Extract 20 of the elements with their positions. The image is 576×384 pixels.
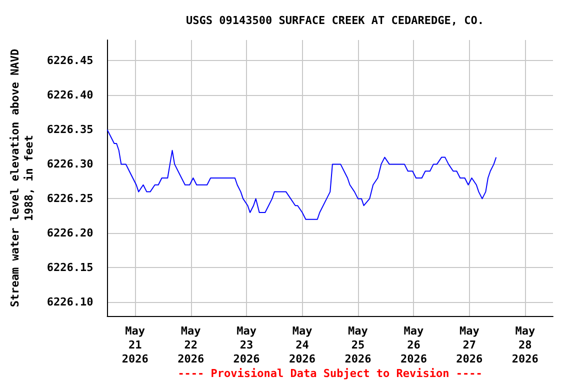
y-tick-label: 6226.40 (46, 88, 94, 102)
y-tick-label: 6226.30 (46, 158, 94, 171)
x-tick-label: May 27 2026 (456, 324, 484, 366)
y-tick-label: 6226.25 (46, 192, 94, 206)
y-tick-label: 6226.20 (46, 226, 94, 240)
y-axis-title: Stream water level elevation above NAVD 1988, in feet (8, 48, 36, 308)
x-tick-label: May 26 2026 (400, 324, 428, 366)
x-tick-label: May 22 2026 (178, 324, 204, 366)
x-tick-label: May 23 2026 (233, 324, 260, 366)
x-tick-label: May 25 2026 (344, 324, 372, 366)
text: ---- Provisional Data Subject to Revision ---- (178, 367, 482, 380)
y-tick-label: 6226.10 (46, 296, 94, 309)
x-tick-label: May 24 2026 (289, 324, 316, 366)
y-tick-label: 6226.45 (46, 54, 94, 68)
y-tick-label: 6226.35 (46, 123, 94, 136)
y-tick-label: 6226.15 (46, 261, 94, 274)
line-series (106, 129, 497, 220)
x-tick-label: May 21 2026 (122, 324, 149, 366)
x-tick-label: May 28 2026 (512, 324, 539, 366)
chart-title: USGS 09143500 SURFACE CREEK AT CEDAREDGE, CO. (186, 14, 484, 27)
